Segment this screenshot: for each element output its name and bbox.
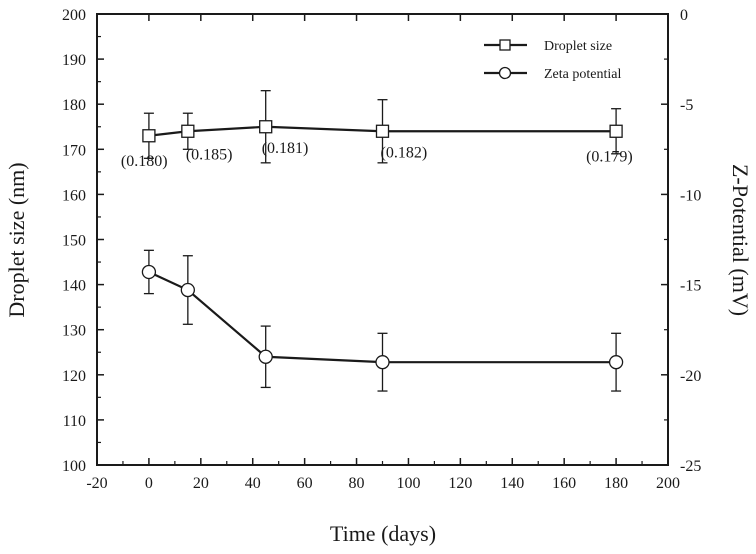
data-label: (0.181) [262,140,309,157]
legend-label: Zeta potential [544,67,621,82]
y-axis-title: Droplet size (nm) [4,162,29,317]
y2-tick-label: -10 [680,187,701,204]
y-tick-label: 140 [62,278,86,295]
y2-tick-label: 0 [680,7,688,24]
x-tick-label: 40 [245,475,261,492]
data-point [609,124,623,138]
y-tick-label: 200 [62,7,86,24]
x-tick-label: 80 [349,475,365,492]
data-label: (0.180) [121,153,168,170]
data-point [141,264,157,280]
x-tick-label: 180 [604,475,628,492]
series-droplet-size: (0.180) (0.185) (0.181) (0.182) (0.179) [121,90,633,170]
data-point [142,129,156,143]
legend-marker [499,39,511,51]
y-tick-label: 170 [62,142,86,159]
x-tick-label: 120 [448,475,472,492]
x-tick-label: 140 [500,475,524,492]
legend-marker [498,66,512,80]
data-label: (0.185) [186,146,233,163]
y2-tick-label: -5 [680,97,693,114]
y-tick-label: 160 [62,187,86,204]
y-tick-label: 130 [62,323,86,340]
x-axis-title: Time (days) [330,521,436,546]
x-tick-label: 160 [552,475,576,492]
data-point [259,120,273,134]
data-label: (0.182) [381,144,428,161]
x-tick-label: 100 [396,475,420,492]
data-label: (0.179) [586,148,633,165]
data-point [608,355,624,370]
legend: Droplet size Zeta potential [484,39,621,82]
axes: -20 0 20 40 60 80 100 120 140 160 180 200 100 110 120 1… [62,7,701,492]
data-point [180,282,195,298]
x-tick-label: -20 [86,475,107,492]
y-tick-label: 180 [62,97,86,114]
y-tick-label: 120 [62,368,86,385]
x-tick-label: 20 [193,475,209,492]
y-tick-label: 190 [62,52,86,69]
series-layer: (0.180) (0.185) (0.181) (0.182) (0.179) [121,90,633,392]
legend-item: Droplet size [484,39,612,54]
y-tick-label: 100 [62,458,86,475]
data-point [181,124,195,138]
y-tick-label: 110 [63,413,86,430]
x-tick-label: 200 [656,475,680,492]
legend-item: Zeta potential [484,66,621,82]
legend-label: Droplet size [544,39,612,54]
y2-tick-label: -25 [680,458,701,475]
x-tick-label: 60 [297,475,313,492]
data-point [375,124,390,138]
y2-axis-title: Z-Potential (mV) [728,164,753,316]
data-point [375,355,390,370]
y2-tick-label: -20 [680,368,701,385]
y2-tick-label: -15 [680,278,701,295]
series-zeta-potential [141,249,624,392]
data-point [258,349,273,364]
x-tick-label: 0 [145,475,153,492]
y-tick-label: 150 [62,233,86,250]
